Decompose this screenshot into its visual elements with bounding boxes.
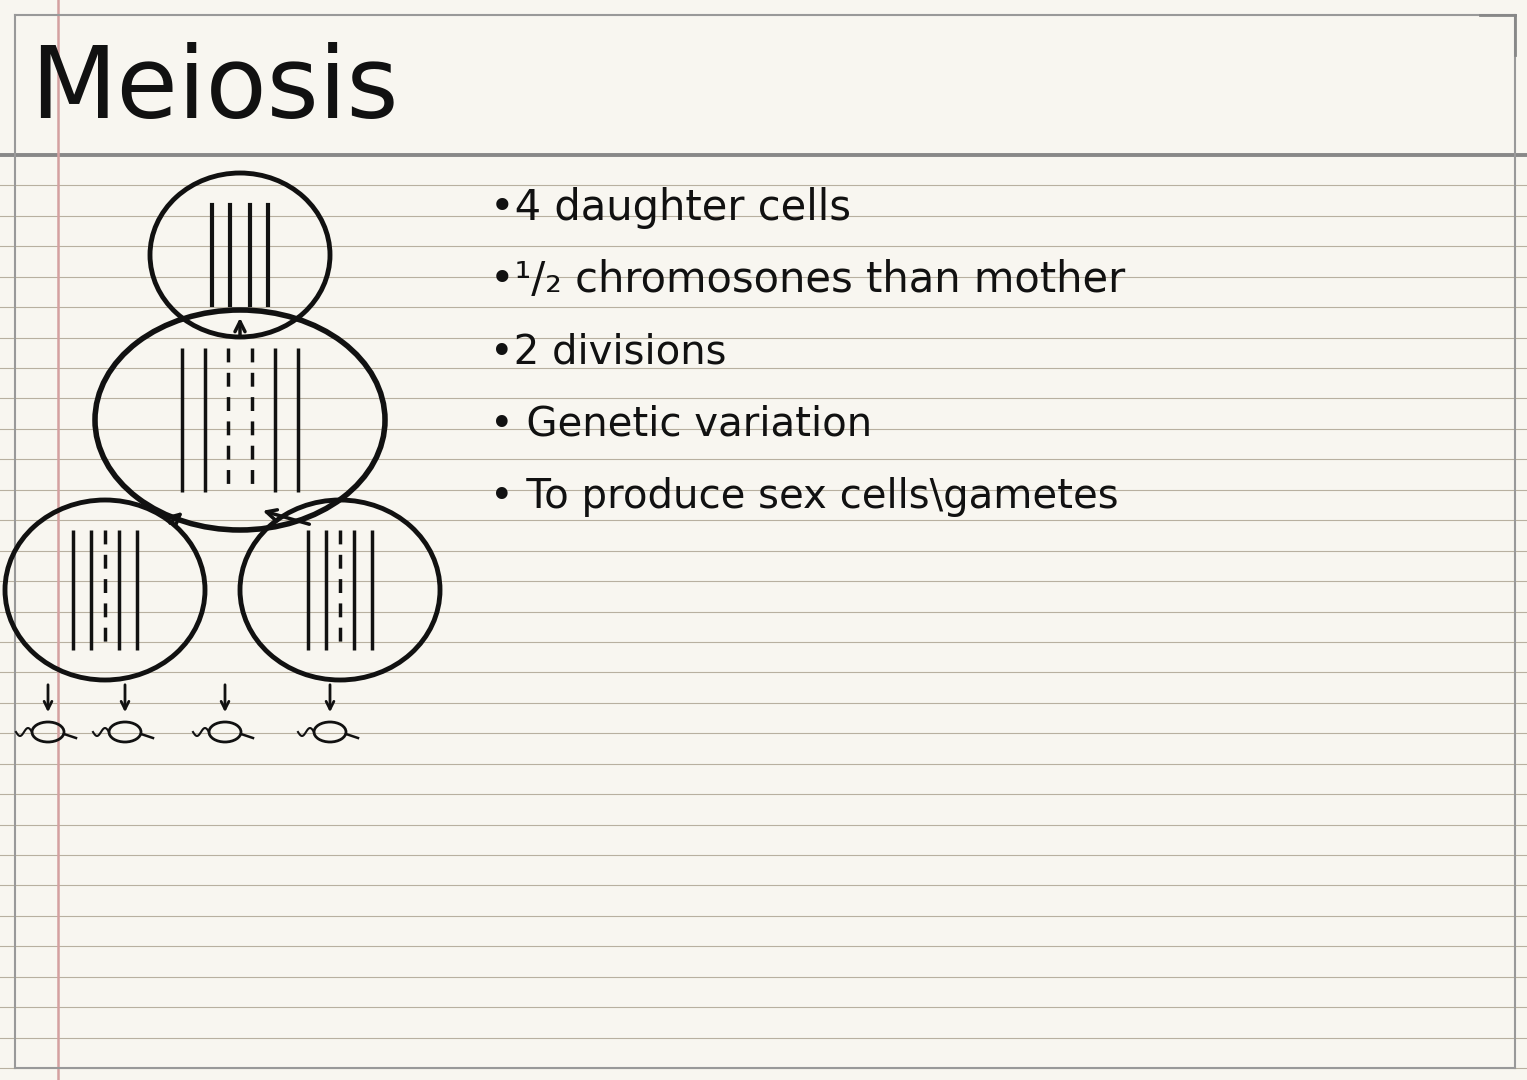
Text: •2 divisions: •2 divisions [490,333,727,373]
Text: Meiosis: Meiosis [31,42,399,139]
Text: •4 daughter cells: •4 daughter cells [490,187,851,229]
Text: • Genetic variation: • Genetic variation [490,405,872,445]
Text: • To produce sex cells\gametes: • To produce sex cells\gametes [490,477,1119,517]
Text: •¹/₂ chromosones than mother: •¹/₂ chromosones than mother [490,259,1125,301]
